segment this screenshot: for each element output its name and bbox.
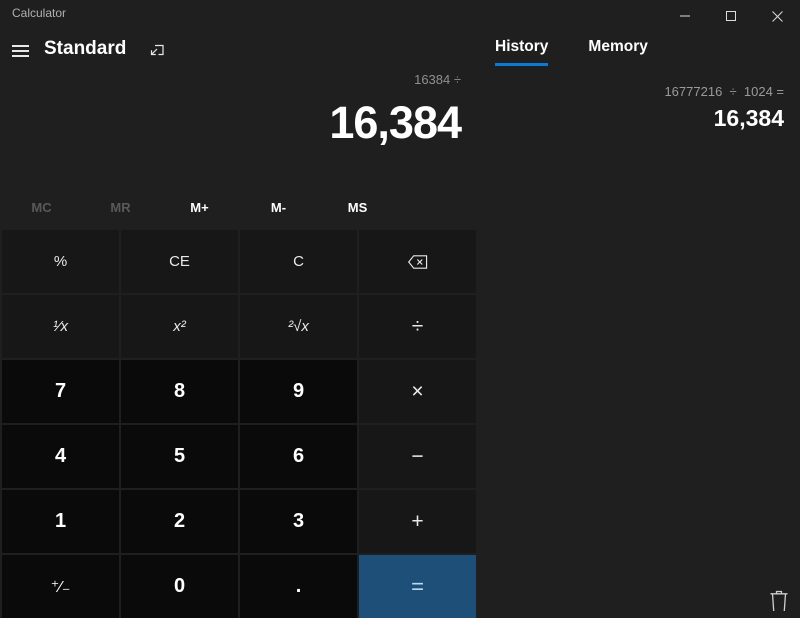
digit-4-button[interactable]: 4 [2, 425, 119, 488]
digit-0-button[interactable]: 0 [121, 555, 238, 618]
panel-tabs: History Memory [495, 38, 648, 66]
calculator-pane: Standard 16384 ÷ 16,384 MC MR M+ M- MS %… [0, 32, 477, 618]
divide-button[interactable]: ÷ [359, 295, 476, 358]
digit-3-button[interactable]: 3 [240, 490, 357, 553]
history-result: 16,384 [713, 105, 784, 131]
digit-6-button[interactable]: 6 [240, 425, 357, 488]
maximize-button[interactable] [708, 0, 754, 32]
digit-7-button[interactable]: 7 [2, 360, 119, 423]
negate-button[interactable]: ⁺⁄₋ [2, 555, 119, 618]
trash-icon [770, 590, 788, 611]
backspace-icon [407, 254, 428, 269]
memory-row-spacer [397, 192, 476, 222]
tab-history[interactable]: History [495, 38, 549, 66]
percent-button[interactable]: % [2, 230, 119, 293]
keep-on-top-icon [150, 44, 164, 56]
digit-2-button[interactable]: 2 [121, 490, 238, 553]
memory-clear-button[interactable]: MC [2, 192, 81, 222]
menu-button[interactable] [0, 36, 40, 66]
backspace-button[interactable] [359, 230, 476, 293]
memory-row: MC MR M+ M- MS [2, 192, 476, 222]
subtract-button[interactable]: − [359, 425, 476, 488]
digit-1-button[interactable]: 1 [2, 490, 119, 553]
minimize-icon [680, 15, 690, 17]
keypad: % CE C ¹⁄x x² ²√x ÷ 7 8 9 × 4 5 6 − 1 2 … [2, 230, 476, 618]
multiply-button[interactable]: × [359, 360, 476, 423]
memory-recall-button[interactable]: MR [81, 192, 160, 222]
active-tab-underline [495, 63, 549, 66]
minimize-button[interactable] [662, 0, 708, 32]
history-entry[interactable]: 16777216 ÷ 1024 = 16,384 [664, 84, 784, 132]
mode-title: Standard [44, 38, 127, 59]
clear-history-button[interactable] [768, 589, 790, 611]
display-result: 16,384 [329, 97, 462, 148]
close-icon [771, 10, 783, 22]
hamburger-menu-icon [11, 45, 29, 47]
digit-9-button[interactable]: 9 [240, 360, 357, 423]
tab-memory[interactable]: Memory [588, 38, 647, 66]
memory-store-button[interactable]: MS [318, 192, 397, 222]
display: 16384 ÷ 16,384 [0, 72, 477, 152]
title-bar: Calculator [0, 0, 800, 32]
window-controls [662, 0, 800, 32]
clear-entry-button[interactable]: CE [121, 230, 238, 293]
display-expression: 16384 ÷ [414, 72, 461, 87]
decimal-button[interactable]: . [240, 555, 357, 618]
digit-8-button[interactable]: 8 [121, 360, 238, 423]
reciprocal-button[interactable]: ¹⁄x [2, 295, 119, 358]
clear-button[interactable]: C [240, 230, 357, 293]
equals-button[interactable]: = [359, 555, 476, 618]
nav-row: Standard [0, 36, 477, 66]
memory-subtract-button[interactable]: M- [239, 192, 318, 222]
app-title: Calculator [12, 6, 67, 20]
memory-add-button[interactable]: M+ [160, 192, 239, 222]
square-root-button[interactable]: ²√x [240, 295, 357, 358]
keep-on-top-button[interactable] [144, 39, 170, 63]
square-button[interactable]: x² [121, 295, 238, 358]
add-button[interactable]: + [359, 490, 476, 553]
digit-5-button[interactable]: 5 [121, 425, 238, 488]
history-panel: History Memory 16777216 ÷ 1024 = 16,384 [477, 32, 800, 611]
close-button[interactable] [754, 0, 800, 32]
maximize-icon [726, 11, 736, 21]
history-expression: 16777216 ÷ 1024 = [664, 84, 784, 99]
